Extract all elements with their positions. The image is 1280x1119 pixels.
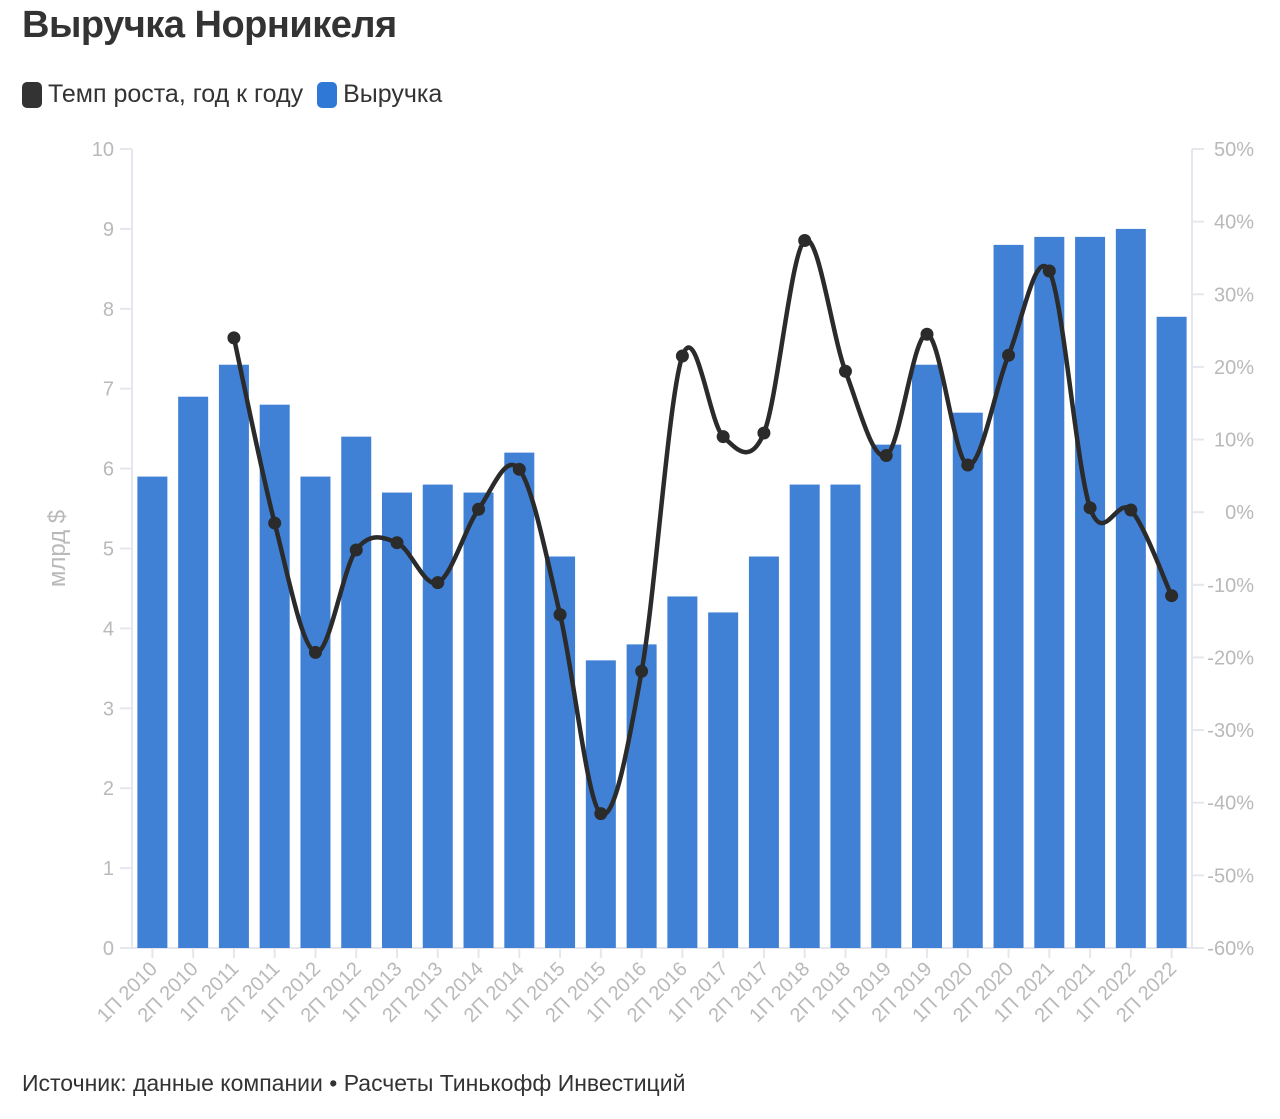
growth-point [757,426,771,440]
growth-point [1124,503,1138,517]
growth-point [1042,264,1056,278]
left-tick-label: 4 [103,618,114,640]
right-tick-label: 20% [1214,357,1254,379]
growth-point [268,516,282,530]
y-axis-label: млрд $ [44,510,71,587]
left-tick-label: 7 [103,379,114,401]
revenue-bar [748,556,779,948]
left-tick-label: 5 [103,539,114,561]
legend-label-growth: Темп роста, год к году [48,80,304,108]
growth-point [961,458,975,472]
chart-legend: Темп роста, год к году Выручка [22,80,456,109]
right-tick-label: 50% [1214,139,1254,161]
legend-swatch-growth [22,81,42,108]
growth-line [231,237,1174,817]
revenue-bar [259,404,290,948]
revenue-bar [1034,236,1065,948]
revenue-bar [1115,228,1146,948]
right-tick-label: 10% [1214,430,1254,452]
legend-label-revenue: Выручка [343,80,443,108]
revenue-bar [1075,236,1106,948]
growth-point [472,502,486,516]
revenue-bar [912,364,942,949]
left-tick-label: 3 [103,698,114,720]
right-tick-label: -10% [1207,575,1254,597]
right-tick-label: 30% [1214,284,1254,306]
right-tick-label: -30% [1207,720,1254,742]
right-tick-label: -40% [1207,793,1254,815]
source-footer: Источник: данные компании • Расчеты Тинь… [22,1070,686,1096]
left-tick-label: 9 [103,219,114,241]
growth-point [390,536,404,550]
growth-point [553,608,567,622]
revenue-bar [1156,316,1187,948]
revenue-bar [300,476,331,948]
legend-item-growth[interactable]: Темп роста, год к году [22,80,303,109]
growth-point [920,327,934,341]
revenue-bar [422,484,453,948]
revenue-bar [218,364,249,949]
revenue-bar [178,396,209,948]
growth-point [594,807,608,821]
growth-point [838,364,852,378]
left-tick-label: 1 [103,858,114,880]
chart-title: Выручка Норникеля [22,4,397,46]
right-tick-label: -50% [1207,865,1254,887]
right-tick-label: 40% [1214,212,1254,234]
growth-point [431,576,445,590]
growth-point [1165,589,1179,603]
left-tick-label: 2 [103,778,114,800]
revenue-bar [952,412,983,948]
revenue-bar [789,484,820,948]
revenue-bar [382,492,412,948]
right-tick-label: -60% [1207,938,1254,960]
revenue-bar [708,612,739,948]
growth-point [227,331,241,345]
growth-point [349,543,363,557]
legend-swatch-revenue [317,81,338,108]
growth-point [635,664,649,678]
revenue-bar [667,596,698,948]
growth-point [1002,348,1016,362]
growth-point [879,449,893,463]
left-tick-label: 10 [92,139,114,161]
revenue-bar [504,452,535,948]
growth-point [512,462,526,476]
revenue-bar [871,444,902,948]
left-tick-label: 8 [103,299,114,321]
revenue-bar [463,492,494,948]
growth-point [675,349,689,363]
left-tick-label: 6 [103,459,114,481]
revenue-bar [137,476,168,948]
growth-point [308,645,322,659]
revenue-bar [830,484,861,948]
right-tick-label: 0% [1225,502,1254,524]
right-tick-label: -20% [1207,647,1254,669]
growth-point [716,430,730,444]
growth-point [798,234,812,248]
legend-item-revenue[interactable]: Выручка [317,80,442,109]
revenue-bar [626,644,657,948]
revenue-bar [341,436,372,948]
left-tick-label: 0 [103,938,114,960]
growth-point [1083,501,1097,515]
revenue-bar [993,244,1024,948]
